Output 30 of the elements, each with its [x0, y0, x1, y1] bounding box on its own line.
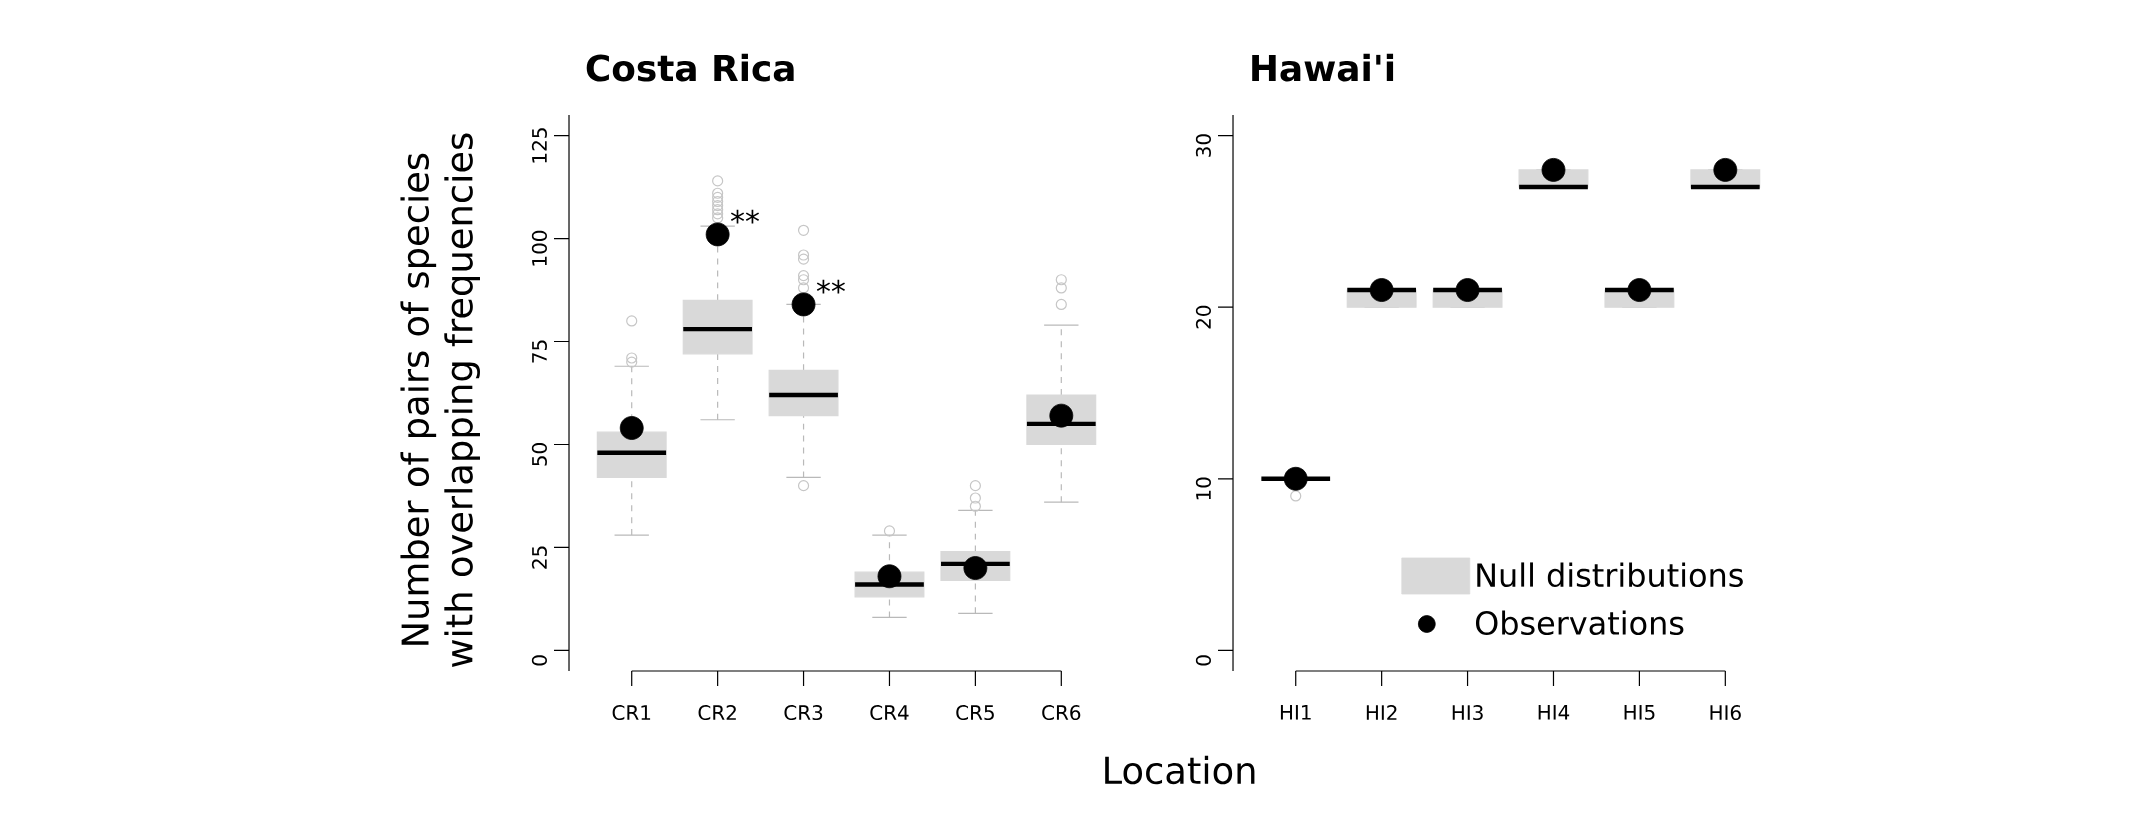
y-tick-label: 125: [531, 128, 547, 163]
legend-label: Null distributions: [1477, 562, 1743, 588]
annotation: **: [730, 209, 760, 224]
y-tick-label: 20: [1195, 305, 1211, 329]
y-tick-label: 0: [531, 655, 547, 666]
y-axis-title: Number of pairs of species with overlapping frequencies: [400, 133, 480, 668]
y-tick-label: 25: [531, 546, 547, 569]
annotation: **: [816, 279, 845, 294]
x-tick-label: HI5: [1624, 705, 1655, 720]
y-tick-label: 0: [1195, 655, 1211, 666]
y-tick-label: 30: [1195, 134, 1211, 157]
y-tick-label: 75: [532, 340, 547, 363]
chart-title: Hawai'i: [1252, 53, 1394, 82]
x-tick-label: CR4: [870, 705, 909, 721]
chart-title: Costa Rica: [586, 53, 794, 82]
x-tick-label: HI3: [1452, 705, 1483, 721]
y-tick-label: 50: [531, 443, 547, 466]
legend-label: Observations: [1475, 610, 1684, 636]
x-tick-label: HI4: [1538, 705, 1570, 720]
y-tick-label: 10: [1195, 477, 1211, 500]
y-tick-label: 100: [531, 230, 547, 266]
x-tick-label: HI1: [1280, 705, 1311, 720]
x-tick-label: HI2: [1366, 705, 1397, 720]
x-tick-label: CR3: [784, 705, 823, 721]
x-tick-label: CR6: [1042, 705, 1081, 721]
x-tick-label: CR5: [956, 705, 994, 721]
x-tick-label: CR1: [612, 705, 651, 721]
x-tick-label: CR2: [698, 705, 736, 721]
x-tick-label: HI6: [1710, 705, 1741, 721]
x-axis-title: Location: [1105, 755, 1255, 785]
